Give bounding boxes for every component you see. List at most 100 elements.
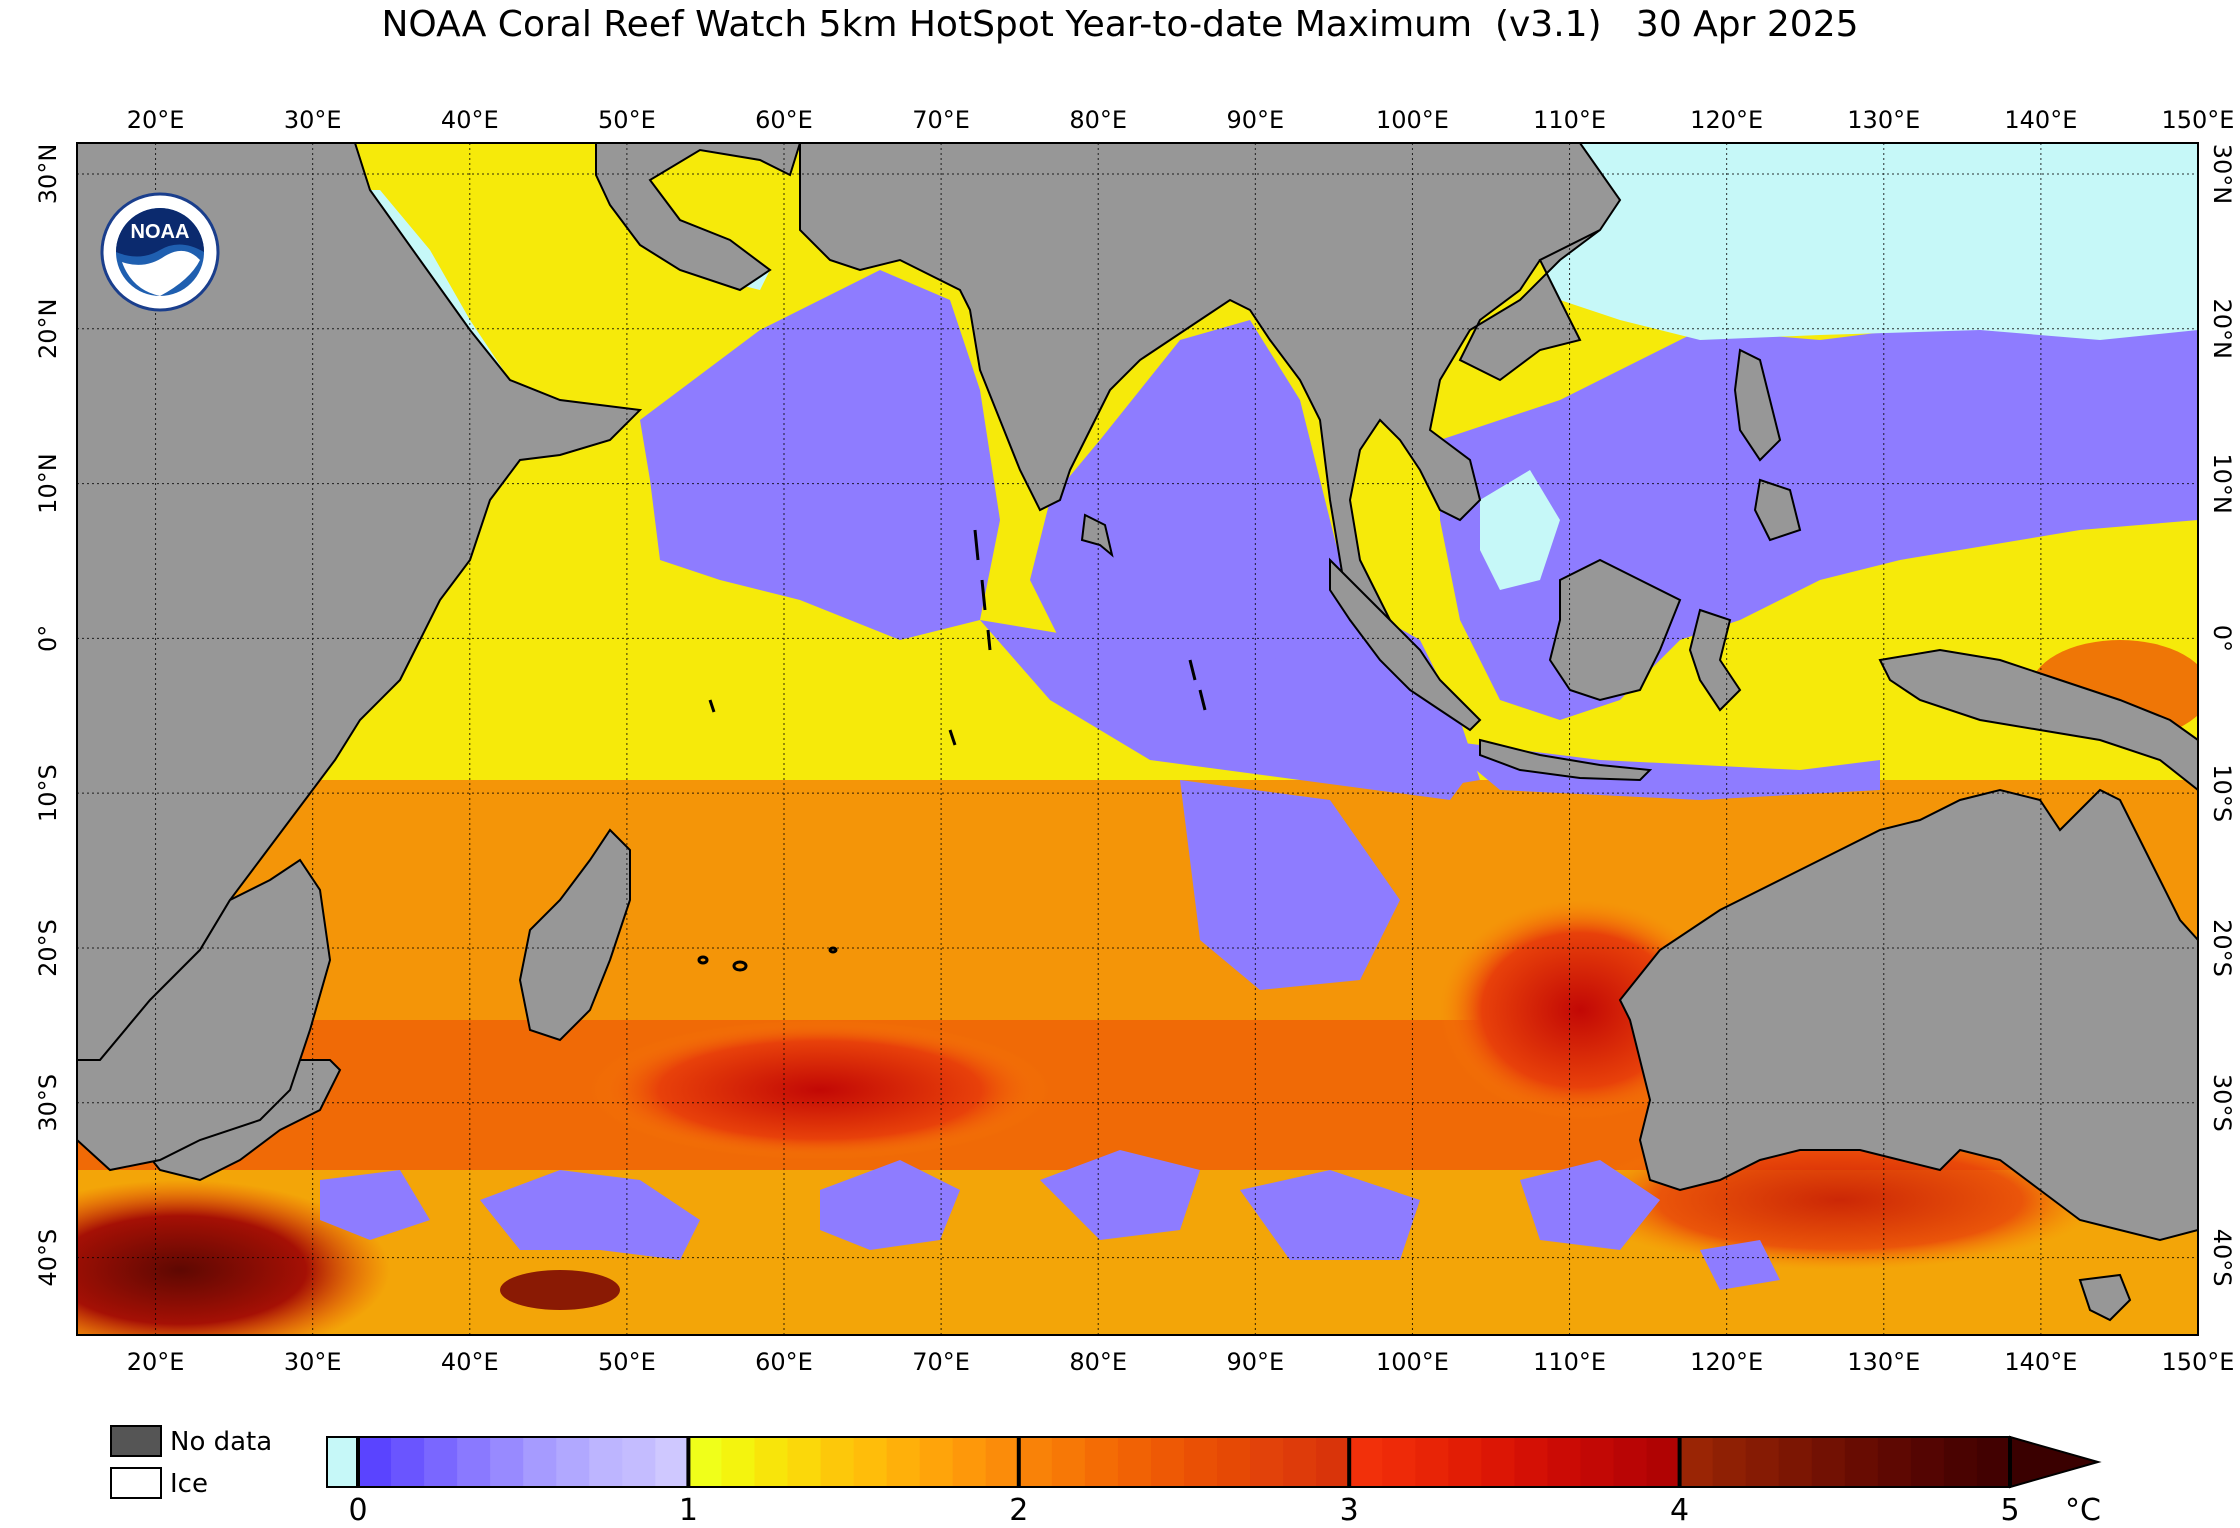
colorbar-bin [853, 1437, 888, 1487]
lon-tick-label-bottom: 110°E [1533, 1348, 1606, 1376]
lon-tick-label-top: 20°E [127, 106, 185, 134]
colorbar-bin [820, 1437, 855, 1487]
zero-region-red-sea [355, 190, 640, 460]
colorbar-bin [1976, 1437, 2011, 1487]
lon-tick-label-bottom: 130°E [1847, 1348, 1920, 1376]
lon-tick-label-bottom: 40°E [441, 1348, 499, 1376]
colorbar-bin [391, 1437, 425, 1487]
map-title: NOAA Coral Reef Watch 5km HotSpot Year-t… [381, 4, 1859, 45]
lat-tick-label-left: 10°S [34, 764, 62, 822]
lon-tick-label-top: 110°E [1533, 106, 1606, 134]
colorbar-tick-label: 4 [1670, 1493, 1689, 1528]
low-hotspot-southern-ocean [480, 1170, 700, 1260]
lat-tick-label-left: 10°N [34, 453, 62, 513]
lon-tick-label-bottom: 20°E [127, 1348, 185, 1376]
lon-tick-label-top: 30°E [284, 106, 342, 134]
lat-tick-label-right: 30°S [2208, 1074, 2236, 1132]
colorbar-bin [1184, 1437, 1218, 1487]
land-madagascar [518, 828, 631, 1042]
lat-tick-label-right: 30°N [2208, 144, 2236, 205]
colorbar-bin [1679, 1437, 1714, 1487]
colorbar-bin [919, 1437, 954, 1487]
lon-tick-label-bottom: 30°E [284, 1348, 342, 1376]
colorbar-bin [1051, 1437, 1086, 1487]
colorbar-bin [754, 1437, 789, 1487]
colorbar-bin [1349, 1437, 1383, 1487]
colorbar-bin [721, 1437, 756, 1487]
colorbar-bin [688, 1437, 723, 1487]
hotspot-map [77, 143, 2198, 1335]
lat-tick-label-right: 10°N [2208, 453, 2236, 513]
colorbar-bin [1217, 1437, 1251, 1487]
colorbar-bin [1150, 1437, 1185, 1487]
colorbar-bin [622, 1437, 656, 1487]
colorbar-bin [886, 1437, 921, 1487]
land-india-asia [799, 143, 1622, 652]
lon-tick-label-top: 80°E [1069, 106, 1127, 134]
legend: No data Ice [110, 1425, 272, 1499]
colorbar-bin [952, 1437, 987, 1487]
colorbar-bin [1084, 1437, 1119, 1487]
graticule [77, 143, 2198, 1335]
small-islands [697, 529, 1207, 972]
lat-tick-label-right: 40°S [2208, 1229, 2236, 1287]
lat-tick-label-left: 40°S [34, 1229, 62, 1287]
colorbar-bin [1646, 1437, 1681, 1487]
colorbar-bin [1018, 1437, 1053, 1487]
low-hotspot-central [1180, 780, 1400, 990]
colorbar-bin [1844, 1437, 1879, 1487]
lat-tick-label-right: 20°N [2208, 299, 2236, 360]
colorbar-bin [1910, 1437, 1945, 1487]
legend-no-data-label: No data [170, 1427, 272, 1457]
colorbar-bin [985, 1437, 1020, 1487]
lat-tick-label-right: 0° [2208, 625, 2236, 652]
colorbar-bin [1250, 1437, 1284, 1487]
colorbar-bin [523, 1437, 557, 1487]
land-new-guinea [1878, 648, 2198, 792]
land-sulawesi [1688, 608, 1742, 712]
lon-tick-label-top: 50°E [598, 106, 656, 134]
colorbar-tick-label: 3 [1340, 1493, 1359, 1528]
lon-tick-label-top: 40°E [441, 106, 499, 134]
colorbar-bin [1877, 1437, 1912, 1487]
land-borneo [1548, 558, 1682, 702]
colorbar-bin [1514, 1437, 1549, 1487]
colorbar-bin [1547, 1437, 1582, 1487]
colorbar-bin [1613, 1437, 1648, 1487]
lon-tick-label-bottom: 120°E [1690, 1348, 1763, 1376]
colorbar-bin [1811, 1437, 1846, 1487]
colorbar-tick-label: 1 [679, 1493, 698, 1528]
lon-tick-label-top: 90°E [1226, 106, 1284, 134]
lat-tick-label-right: 20°S [2208, 919, 2236, 977]
lat-tick-label-left: 20°N [34, 299, 62, 360]
land-java [1479, 738, 1653, 782]
lon-tick-label-bottom: 60°E [755, 1348, 813, 1376]
lon-tick-label-top: 150°E [2162, 106, 2235, 134]
lon-tick-label-bottom: 50°E [598, 1348, 656, 1376]
low-hotspot-arabian-sea [640, 270, 1000, 640]
colorbar-bin [457, 1437, 491, 1487]
map-frame [76, 142, 2199, 1336]
lon-tick-label-top: 120°E [1690, 106, 1763, 134]
lat-tick-label-right: 10°S [2208, 764, 2236, 822]
colorbar-bin [1778, 1437, 1813, 1487]
colorbar-bin [358, 1437, 392, 1487]
colorbar-bin [1415, 1437, 1449, 1487]
legend-ice-label: Ice [170, 1469, 208, 1499]
noaa-logo: NOAA [100, 192, 220, 312]
colorbar-bin [1382, 1437, 1416, 1487]
noaa-logo-text: NOAA [131, 221, 190, 243]
land-tasmania [2078, 1273, 2132, 1322]
axis-ticks: 20°E 20°E 30°E 30°E 40°E 40°E 50°E 50°E 60°E 60°E… [34, 106, 2236, 1376]
lon-tick-label-bottom: 140°E [2004, 1348, 2077, 1376]
zero-region-east-china-sea [1540, 143, 2198, 340]
lon-tick-label-top: 70°E [912, 106, 970, 134]
colorbar-zero-swatch [327, 1437, 358, 1487]
lat-tick-label-left: 20°S [34, 919, 62, 977]
land-masses [77, 143, 2198, 1322]
colorbar-bin [1481, 1437, 1515, 1487]
colorbar-tick-label: 0 [348, 1493, 367, 1528]
low-hotspot-equatorial [980, 620, 1480, 800]
legend-ice-swatch [110, 1467, 162, 1499]
colorbar-bin [589, 1437, 623, 1487]
